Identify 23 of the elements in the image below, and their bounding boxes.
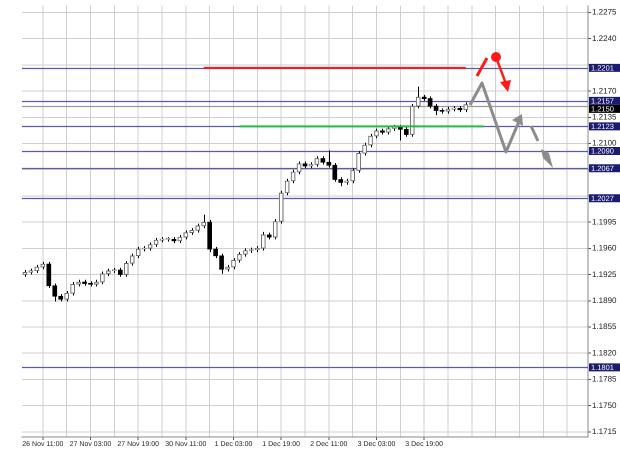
y-tick-label: 1.2240: [592, 34, 618, 43]
y-tick-label: 1.1715: [592, 426, 618, 436]
candlestick: [356, 150, 361, 174]
y-tick-label: 1.2275: [592, 8, 618, 17]
y-tick-label: 1.2135: [592, 112, 618, 122]
y-tick-label: 1.1820: [592, 348, 618, 358]
candlestick: [237, 252, 242, 264]
candlestick: [100, 271, 105, 285]
y-tick-label: 1.1960: [592, 244, 618, 253]
y-tick-label: 1.1855: [592, 322, 618, 332]
candlestick: [350, 168, 355, 184]
y-tick-label: 1.1785: [592, 374, 618, 384]
y-tick-label: 1.1890: [592, 296, 618, 305]
y-tick-label: 1.1750: [592, 400, 618, 410]
candlestick: [231, 258, 236, 270]
candlestick: [368, 133, 373, 148]
candlestick: [290, 169, 296, 184]
y-tick-label: 1.2100: [592, 138, 618, 148]
y-tick-label: 1.1925: [592, 270, 618, 279]
y-tick-label: 1.1995: [592, 217, 618, 226]
y-tick-label: 1.2170: [592, 86, 618, 96]
candlestick: [362, 142, 367, 156]
candlestick: [284, 178, 290, 196]
